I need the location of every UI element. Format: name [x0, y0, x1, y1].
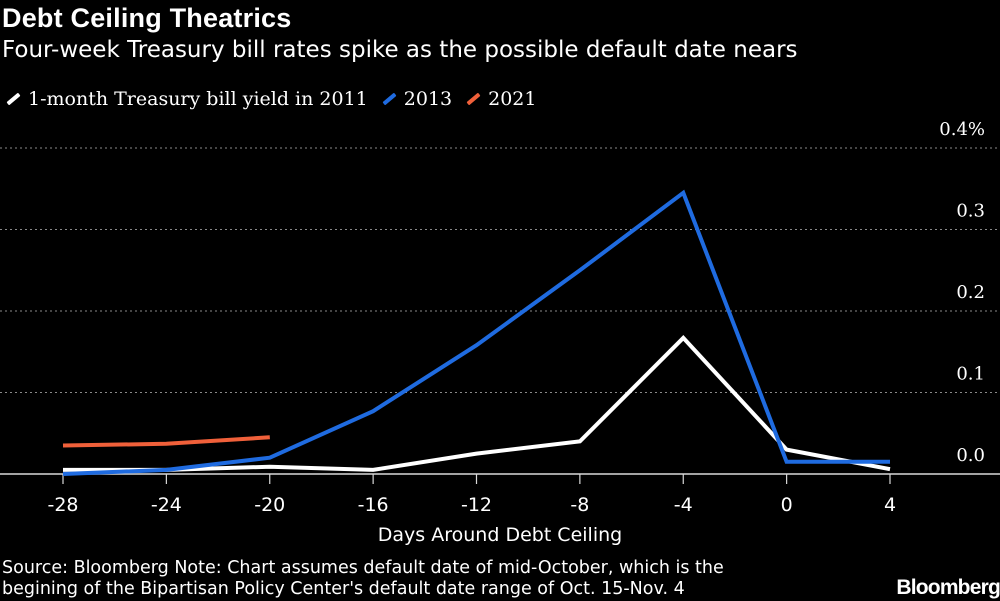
y-tick-label: 0.0 [956, 445, 985, 466]
series-line-2021 [62, 435, 270, 448]
legend-item-2011: 1-month Treasury bill yield in 2011 [6, 88, 368, 110]
x-tick-label: -28 [47, 494, 78, 516]
y-tick-label: 0.1 [956, 364, 985, 385]
legend-item-2013: 2013 [382, 88, 452, 110]
series-line-2013 [62, 189, 890, 476]
y-tick-label: 0.2 [956, 282, 985, 303]
y-tick-label: 0.4% [939, 119, 985, 140]
bloomberg-logo: Bloomberg [896, 576, 1000, 599]
x-tick-label: -24 [151, 494, 182, 516]
x-tick-label: -20 [254, 494, 285, 516]
x-tick-label: -8 [570, 494, 589, 516]
legend-label-2021: 2021 [488, 88, 537, 110]
legend-label-2013: 2013 [403, 88, 453, 110]
chart-subtitle: Four-week Treasury bill rates spike as t… [2, 37, 798, 63]
legend-label-2011: 1-month Treasury bill yield in 2011 [28, 88, 368, 110]
source-line-2: begining of the Bipartisan Policy Center… [2, 579, 685, 599]
x-tick-label: -12 [461, 494, 492, 516]
legend-item-2021: 2021 [466, 88, 536, 110]
x-axis-title: Days Around Debt Ceiling [378, 524, 622, 546]
series-line-2011 [63, 335, 891, 472]
x-tick-label: 0 [781, 494, 793, 516]
x-tick-label: -16 [358, 494, 389, 516]
x-tick-label: 4 [884, 494, 896, 516]
chart-legend: 1-month Treasury bill yield in 2011 2013… [6, 86, 550, 112]
source-note: Source: Bloomberg Note: Chart assumes de… [2, 558, 882, 600]
x-tick-label: -4 [674, 494, 693, 516]
source-line-1: Source: Bloomberg Note: Chart assumes de… [2, 558, 724, 578]
chart-title: Debt Ceiling Theatrics [2, 3, 292, 33]
y-tick-label: 0.3 [956, 201, 985, 222]
